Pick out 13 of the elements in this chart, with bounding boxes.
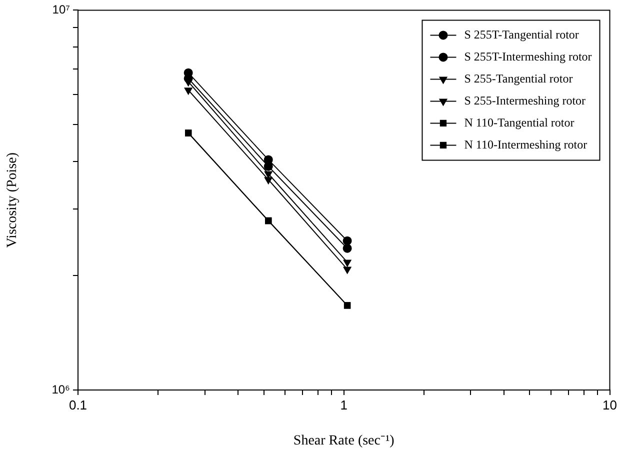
x-tick-label: 1: [340, 397, 348, 412]
y-tick-label: 10⁶: [52, 382, 70, 396]
legend-label: S 255T-Tangential rotor: [464, 27, 579, 42]
legend-label: N 110-Tangential rotor: [464, 115, 574, 130]
legend-label: S 255T-Intermeshing rotor: [464, 49, 592, 64]
x-axis-title: Shear Rate (sec⁻¹): [293, 433, 395, 448]
x-tick-label: 10: [602, 397, 618, 412]
legend-label: S 255-Intermeshing rotor: [464, 93, 586, 108]
legend-label: S 255-Tangential rotor: [464, 71, 573, 86]
legend-label: N 110-Intermeshing rotor: [464, 137, 588, 152]
y-tick-label: 10⁷: [52, 2, 70, 17]
y-axis-title: Viscosity (Poise): [5, 152, 20, 248]
x-tick-label: 0.1: [68, 397, 88, 412]
